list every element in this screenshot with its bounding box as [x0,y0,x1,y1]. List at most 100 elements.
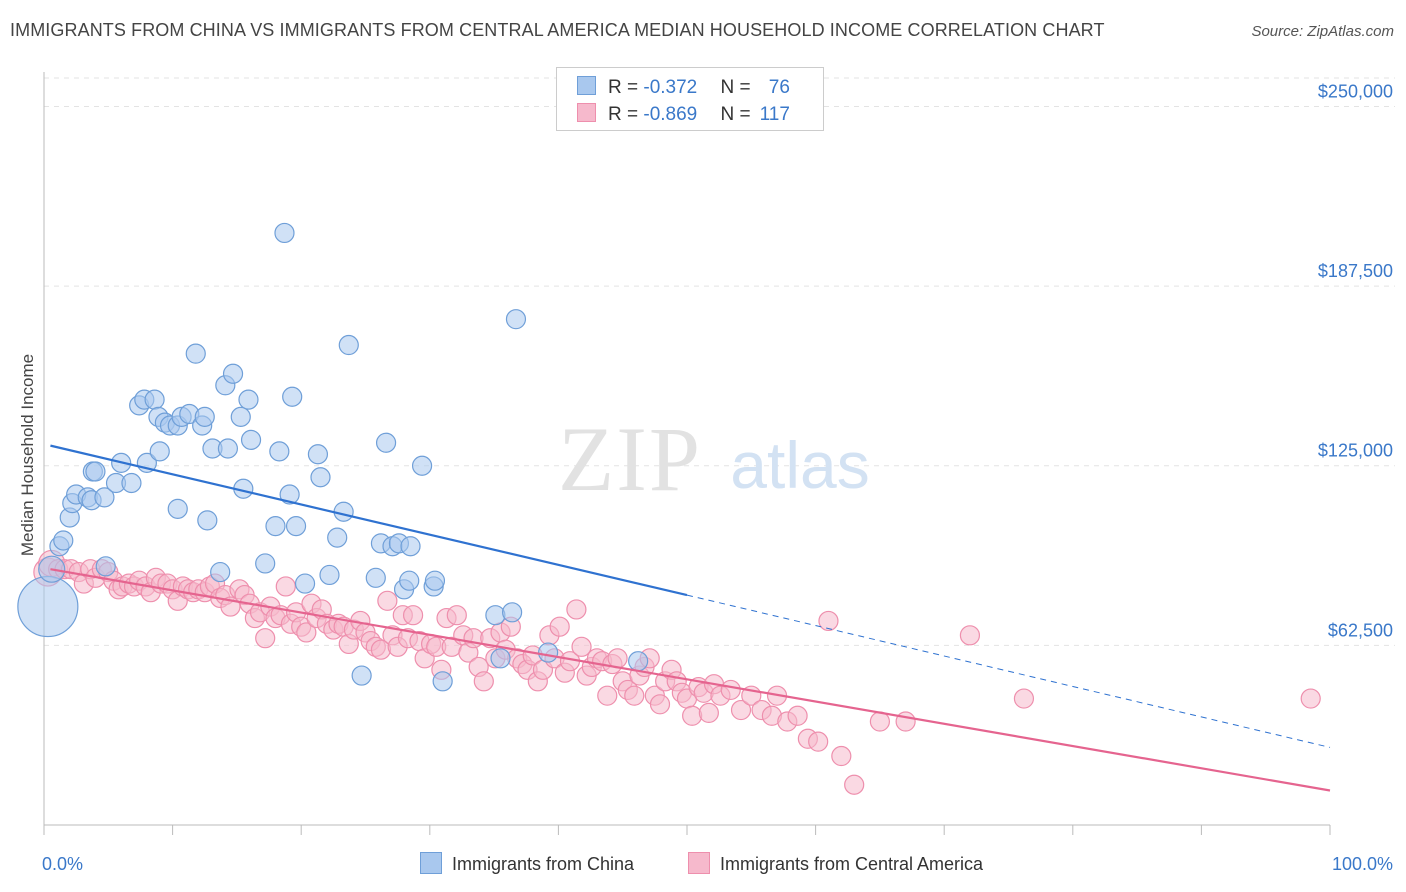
trend-line-china [50,444,688,597]
data-point-china [538,642,559,663]
data-point-china [375,432,397,453]
data-point-china [432,671,453,692]
data-point-central-america [720,679,741,701]
data-point-central-america [844,774,865,795]
data-point-central-america [1300,688,1321,709]
data-point-central-america [831,745,852,767]
legend-n-value-central-america: 117 [759,104,790,125]
data-point-china [628,651,649,672]
data-point-central-america [698,702,719,724]
data-point-china [327,527,348,548]
data-point-central-america [818,610,839,632]
legend-n-label: N = [720,77,756,98]
data-point-central-america [597,685,618,706]
bottom-legend-label-central-america: Immigrants from Central America [720,854,984,874]
data-point-china [502,602,523,623]
legend-swatch-china [577,76,596,95]
data-point-china [285,515,307,537]
data-point-china [238,389,259,410]
data-point-china [255,553,276,574]
data-point-central-america [571,636,592,657]
y-tick-label: $62,500 [1328,620,1393,640]
data-point-china [505,309,527,330]
data-point-china [310,467,331,488]
data-point-china [279,484,300,505]
legend-row-china: R = -0.372 N = 76 [577,76,790,99]
bottom-legend-central-america: Immigrants from Central America [688,852,983,875]
data-point-china [365,567,386,588]
data-point-china [411,455,433,476]
data-point-central-america [446,605,467,626]
data-point-china [95,556,116,577]
correlation-legend: R = -0.372 N = 76 R = -0.869 N = 117 [556,67,824,131]
bottom-legend-label-china: Immigrants from China [452,854,635,874]
data-point-china [399,570,420,591]
data-point-china [485,605,506,626]
legend-r-value-central-america: -0.869 [643,104,698,125]
data-point-china [424,570,446,591]
x-tick-label-min: 0.0% [42,854,83,874]
data-point-china [121,472,142,494]
data-point-central-america [275,576,296,597]
data-point-central-america [549,616,570,637]
watermark-zip: ZIP [558,408,702,510]
data-point-central-america [255,628,276,649]
bottom-legend-china: Immigrants from China [420,852,634,875]
data-point-china [265,515,286,537]
data-point-china [217,438,238,459]
data-point-central-america [787,705,808,726]
data-point-china [144,389,165,410]
data-point-central-america [566,599,587,620]
source-label: Source: ZipAtlas.com [1251,23,1394,40]
data-point-china [197,510,218,531]
trend-lines [50,444,1331,792]
data-point-central-america [959,625,981,646]
data-point-central-america [296,622,317,643]
legend-n-label: N = [720,104,756,125]
legend-r-value-china: -0.372 [643,77,698,98]
axes [43,72,1331,835]
data-point-central-america [649,694,671,715]
series-central-america-points [33,549,1321,795]
data-point-china [222,363,244,384]
data-point-china [282,386,303,407]
trend-line-china-extension [686,594,1331,748]
data-point-china [94,487,115,508]
legend-r-label: R = [608,77,644,98]
y-tick-label: $250,000 [1318,81,1393,101]
data-point-central-america [377,590,398,611]
data-point-central-america [730,699,752,721]
legend-r-label: R = [608,104,644,125]
y-tick-label: $125,000 [1318,441,1393,461]
data-point-china [167,498,188,519]
data-point-central-america [607,648,628,669]
data-point-china [400,536,421,557]
watermark: ZIP atlas [558,408,870,510]
data-point-central-america [808,731,829,752]
data-point-central-america [682,705,703,726]
data-point-central-america [1013,688,1035,709]
legend-n-value-china: 76 [768,77,790,98]
bottom-legend-swatch-china [420,852,442,874]
series-china-points [17,222,649,692]
data-point-central-america [473,671,494,692]
data-point-china [210,561,231,583]
y-tick-label: $187,500 [1318,261,1393,281]
data-point-china [338,334,359,356]
data-point-china [307,444,329,465]
data-point-central-america [624,685,645,706]
data-point-china [274,222,295,244]
data-point-china [240,429,262,450]
watermark-atlas: atlas [730,428,869,502]
data-point-china [333,501,354,522]
gridlines [44,77,1395,646]
legend-row-central-america: R = -0.869 N = 117 [577,103,790,126]
data-point-china [17,575,79,638]
data-point-china [53,530,74,551]
x-tick-label-max: 100.0% [1332,854,1393,874]
data-point-china [194,406,215,427]
bottom-legend-swatch-central-america [688,852,710,874]
data-point-china [230,406,251,427]
data-point-china [269,441,290,462]
